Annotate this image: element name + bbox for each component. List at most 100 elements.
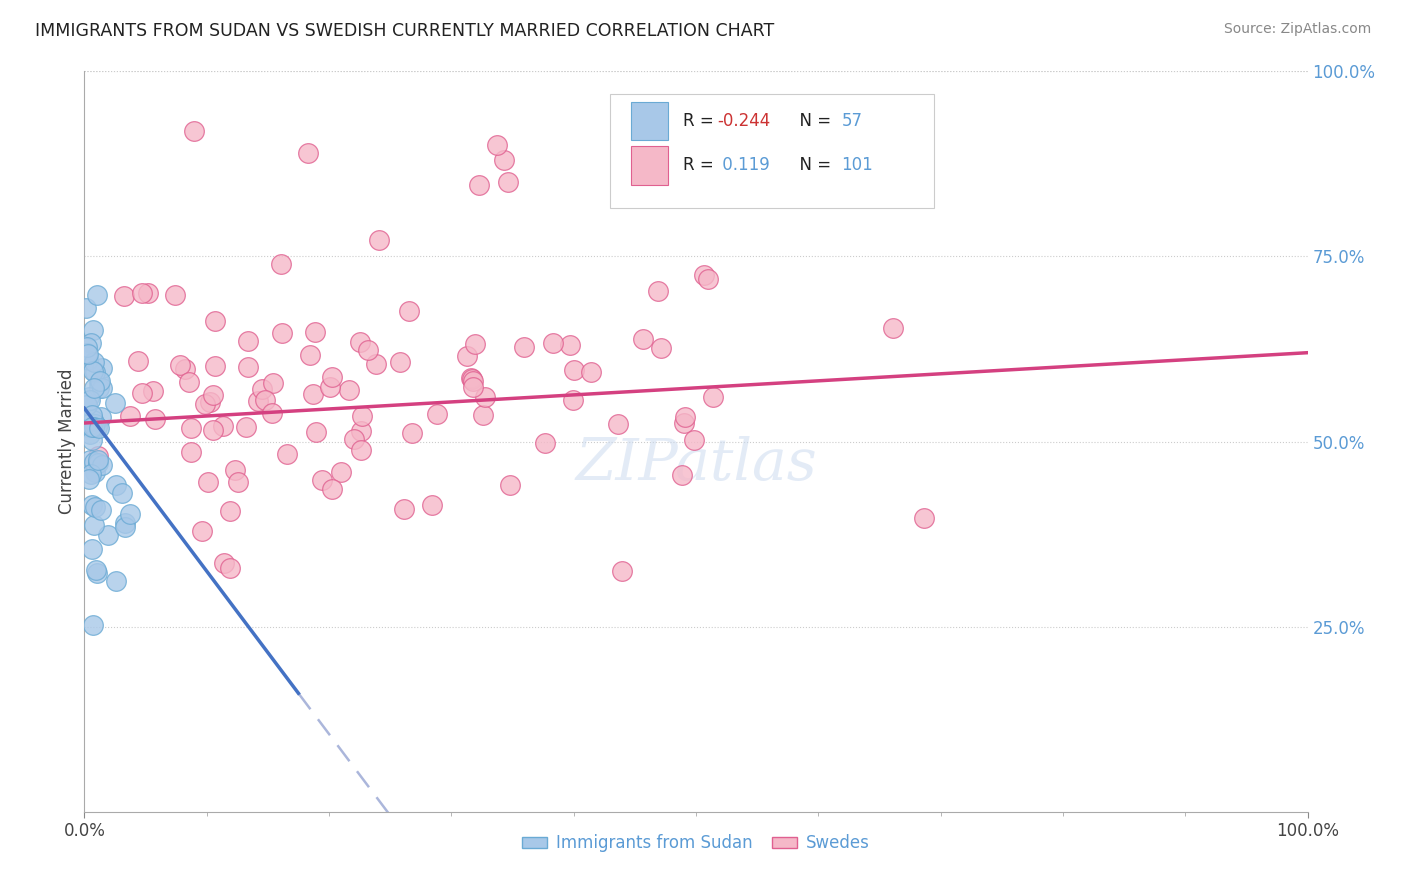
- Point: [87, 456, 110, 470]
- FancyBboxPatch shape: [631, 146, 668, 185]
- Point: [468, 178, 491, 192]
- Point: [76, 340, 98, 354]
- Point: [534, 436, 557, 450]
- Point: [193, 397, 215, 411]
- Point: [120, 508, 142, 522]
- Point: [683, 433, 706, 447]
- Point: [247, 393, 270, 408]
- Point: [212, 556, 235, 570]
- Point: [368, 234, 391, 248]
- Point: [607, 417, 630, 432]
- Point: [82, 413, 104, 427]
- Point: [302, 386, 325, 401]
- Point: [471, 408, 494, 422]
- Point: [84, 563, 107, 577]
- Point: [218, 503, 240, 517]
- Point: [173, 361, 195, 376]
- Point: [76, 420, 98, 434]
- Text: N =: N =: [789, 156, 837, 174]
- Point: [169, 358, 191, 372]
- Point: [89, 421, 111, 435]
- Point: [271, 326, 294, 340]
- Point: [83, 455, 105, 469]
- Point: [218, 561, 240, 575]
- Point: [201, 423, 224, 437]
- Point: [131, 286, 153, 301]
- Point: [211, 418, 233, 433]
- Point: [460, 371, 482, 385]
- Point: [76, 346, 98, 360]
- Point: [104, 477, 127, 491]
- Point: [191, 524, 214, 538]
- Point: [558, 338, 581, 352]
- Point: [697, 271, 720, 285]
- Point: [496, 175, 519, 190]
- Point: [305, 425, 328, 439]
- Point: [138, 286, 160, 301]
- Point: [87, 381, 110, 395]
- Point: [200, 395, 222, 409]
- Point: [343, 432, 366, 446]
- Point: [633, 332, 655, 346]
- Y-axis label: Currently Married: Currently Married: [58, 368, 76, 515]
- Point: [262, 376, 284, 390]
- Point: [76, 398, 98, 412]
- Point: [87, 450, 110, 464]
- Point: [392, 501, 415, 516]
- Point: [180, 444, 202, 458]
- Point: [357, 343, 380, 357]
- Point: [912, 511, 935, 525]
- Point: [236, 334, 259, 348]
- Text: ZIPatlas: ZIPatlas: [575, 435, 817, 492]
- Text: R =: R =: [682, 112, 718, 130]
- Point: [131, 385, 153, 400]
- Point: [79, 452, 101, 467]
- Text: 0.119: 0.119: [717, 156, 769, 174]
- Point: [104, 396, 127, 410]
- Point: [250, 382, 273, 396]
- Point: [204, 359, 226, 373]
- Point: [276, 447, 298, 461]
- Point: [202, 388, 225, 402]
- Point: [675, 410, 697, 425]
- Text: 57: 57: [842, 112, 862, 130]
- Point: [366, 357, 388, 371]
- Text: -0.244: -0.244: [717, 112, 770, 130]
- Text: R =: R =: [682, 156, 718, 174]
- Point: [80, 408, 103, 422]
- Point: [87, 452, 110, 467]
- Point: [464, 337, 486, 351]
- Point: [82, 618, 104, 632]
- Point: [474, 390, 496, 404]
- Point: [304, 325, 326, 339]
- Point: [693, 268, 716, 282]
- Point: [112, 289, 135, 303]
- Point: [349, 335, 371, 350]
- Point: [673, 416, 696, 430]
- Point: [321, 370, 343, 384]
- Point: [77, 390, 100, 404]
- Point: [91, 458, 114, 473]
- Point: [90, 381, 112, 395]
- Point: [90, 360, 112, 375]
- Text: IMMIGRANTS FROM SUDAN VS SWEDISH CURRENTLY MARRIED CORRELATION CHART: IMMIGRANTS FROM SUDAN VS SWEDISH CURRENT…: [35, 22, 775, 40]
- FancyBboxPatch shape: [631, 102, 668, 140]
- Point: [143, 412, 166, 426]
- Point: [499, 478, 522, 492]
- Point: [262, 406, 284, 420]
- Point: [163, 288, 186, 302]
- Point: [179, 375, 201, 389]
- Point: [127, 354, 149, 368]
- Point: [650, 341, 672, 355]
- Point: [319, 380, 342, 394]
- Point: [485, 138, 508, 153]
- Point: [321, 483, 343, 497]
- Point: [77, 347, 100, 361]
- Point: [581, 365, 603, 379]
- Point: [224, 462, 246, 476]
- Text: 101: 101: [842, 156, 873, 174]
- Point: [90, 409, 112, 424]
- Point: [204, 313, 226, 327]
- Point: [612, 564, 634, 578]
- Point: [80, 336, 103, 351]
